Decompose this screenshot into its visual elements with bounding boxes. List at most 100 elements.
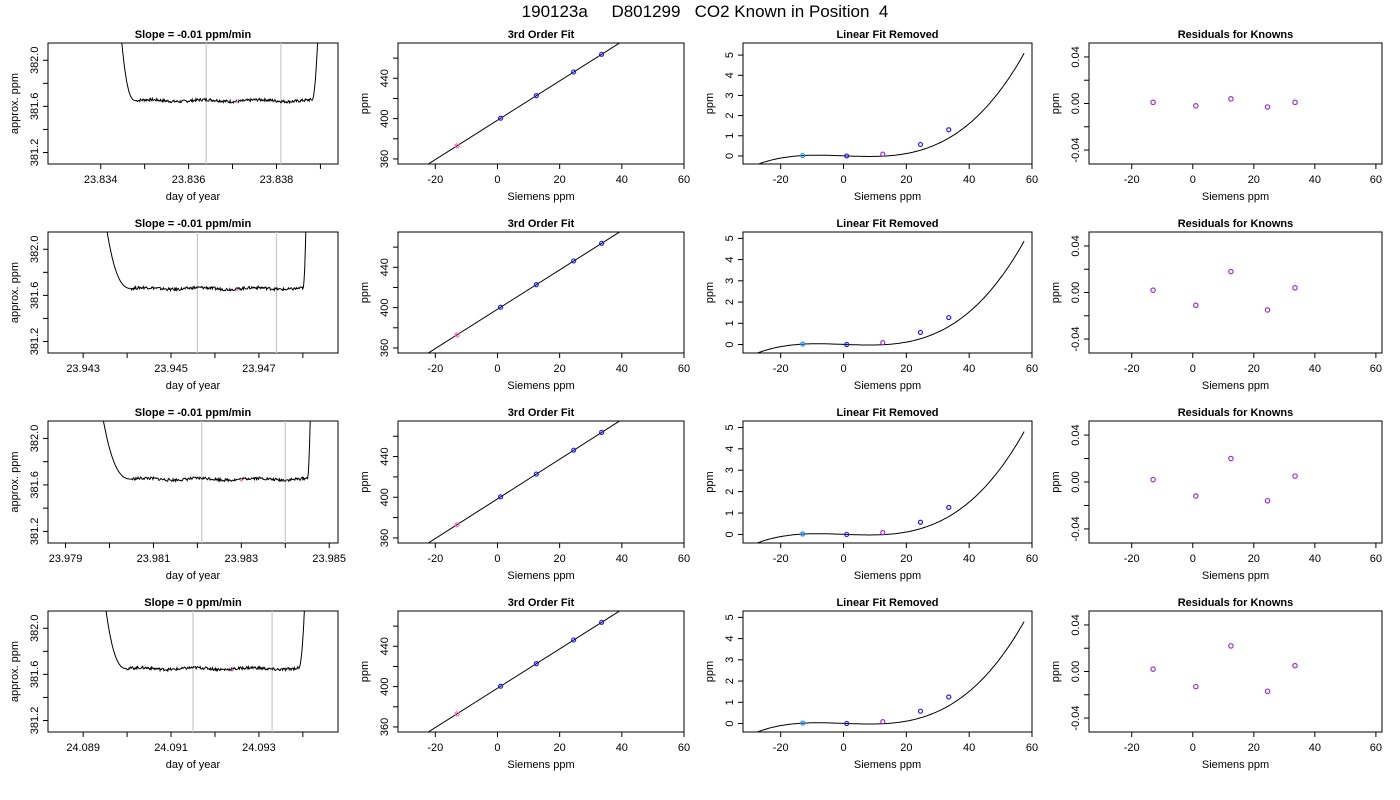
concentration-trace (106, 232, 307, 293)
y-tick-label: 4 (724, 446, 736, 452)
panel-title: 3rd Order Fit (508, 597, 575, 609)
y-tick-label: 1 (724, 510, 736, 516)
x-tick-label: 23.838 (260, 174, 294, 186)
figure-title: 190123a D801299 CO2 Known in Position 4 (521, 2, 889, 21)
y-tick-label: 3 (724, 467, 736, 473)
y-tick-label: 3 (724, 657, 736, 663)
known-point (454, 332, 460, 338)
y-tick-label: 360 (379, 529, 391, 547)
panel-title: Residuals for Knowns (1178, 29, 1294, 41)
x-tick-label: 0 (1190, 174, 1196, 186)
x-tick-label: -20 (1124, 363, 1140, 375)
y-tick-label: 381.2 (29, 139, 41, 167)
y-tick-label: 0.00 (1070, 471, 1082, 492)
x-axis-label: day of year (166, 759, 221, 771)
panel-title: Linear Fit Removed (836, 29, 938, 41)
residual-point (1150, 476, 1156, 483)
known-point (917, 519, 924, 525)
x-tick-label: 60 (1370, 174, 1382, 186)
y-tick-label: 381.6 (29, 93, 41, 121)
y-axis-label: approx. ppm (9, 451, 21, 512)
y-tick-label: 2 (724, 113, 736, 119)
x-tick-label: 23.943 (66, 363, 100, 375)
plot-frame (397, 610, 685, 733)
plot-content (1150, 455, 1298, 504)
plot-frame (742, 42, 1033, 165)
x-tick-label: 23.834 (84, 174, 118, 186)
plot-content (105, 611, 305, 732)
plot-frame (1088, 42, 1383, 165)
x-tick-label: 60 (1370, 553, 1382, 565)
residual-point (1228, 643, 1234, 649)
panel-title: Linear Fit Removed (836, 218, 938, 230)
known-point (571, 258, 577, 264)
plot-content (757, 53, 1025, 164)
known-point (946, 314, 952, 321)
y-tick-label: 3 (724, 92, 736, 98)
x-tick-label: -20 (1124, 553, 1140, 565)
residual-point (1150, 99, 1156, 106)
known-point (917, 708, 924, 714)
x-tick-label: 60 (1370, 742, 1382, 754)
y-axis-label: ppm (359, 282, 371, 303)
x-tick-label: 40 (963, 553, 975, 565)
cubic-curve (756, 240, 1025, 353)
residual-point (1292, 662, 1298, 669)
y-tick-label: 382.0 (29, 425, 41, 453)
y-tick-label: 4 (724, 257, 736, 263)
y-tick-label: 382.0 (29, 615, 41, 643)
known-point (599, 51, 605, 57)
known-point (571, 447, 577, 453)
time-panel-r1: Slope = -0.01 ppm/min 23.834 23.836 23.838 3… (9, 29, 339, 203)
plot-frame (47, 42, 339, 165)
panel-title: Residuals for Knowns (1178, 218, 1294, 230)
known-point (844, 153, 850, 159)
known-point (917, 329, 924, 336)
plot-content (106, 232, 307, 353)
y-tick-label: 382.0 (29, 236, 41, 264)
x-tick-label: -20 (427, 174, 443, 186)
x-tick-label: 0 (840, 553, 846, 565)
y-tick-label: 0.04 (1070, 46, 1082, 67)
y-tick-label: 440 (379, 637, 391, 655)
known-point (599, 429, 605, 435)
x-tick-label: 60 (678, 363, 690, 375)
x-tick-label: -20 (427, 742, 443, 754)
y-tick-label: 5 (724, 52, 736, 58)
x-tick-label: 60 (678, 553, 690, 565)
known-point (533, 661, 539, 667)
y-tick-label: 2 (724, 489, 736, 495)
plot-content (427, 232, 621, 353)
linear_removed-panel-r2: Linear Fit Removed -20 0 20 40 60 0 1 2 3 4 5 Siemen… (704, 218, 1038, 392)
y-axis-label: ppm (704, 93, 716, 114)
x-tick-label: 60 (1026, 174, 1038, 186)
known-point (880, 151, 886, 157)
y-axis-label: ppm (1050, 93, 1062, 114)
y-tick-label: 381.6 (29, 471, 41, 499)
known-point (800, 152, 806, 159)
x-axis-label: Siemens ppm (507, 191, 574, 203)
residual-point (1228, 96, 1234, 102)
time-panel-r4: Slope = 0 ppm/min 24.089 24.091 24.093 381.2… (9, 597, 339, 771)
x-tick-label: 40 (963, 363, 975, 375)
x-axis-label: Siemens ppm (1202, 570, 1269, 582)
y-axis-label: ppm (704, 471, 716, 492)
fit-panel-r3: 3rd Order Fit -20 0 20 40 60 360 400 440 Siemens … (359, 407, 690, 582)
y-tick-label: -0.04 (1070, 516, 1082, 541)
data-marker (231, 668, 234, 671)
known-point (497, 304, 504, 310)
known-point (497, 115, 504, 121)
time-panel-r3: Slope = -0.01 ppm/min 23.979 23.981 23.983 2… (9, 407, 346, 582)
y-tick-label: -0.04 (1070, 705, 1082, 730)
y-tick-label: 0.04 (1070, 614, 1082, 635)
y-tick-label: 1 (724, 699, 736, 705)
y-tick-label: 400 (379, 677, 391, 695)
linear_removed-panel-r4: Linear Fit Removed -20 0 20 40 60 0 1 2 3 4 5 Siemen… (704, 597, 1038, 771)
plot-frame (742, 420, 1033, 544)
residual-point (1292, 99, 1298, 106)
known-point (533, 471, 539, 477)
plot-content (756, 240, 1025, 353)
residual-point (1150, 666, 1156, 672)
known-point (497, 494, 504, 500)
